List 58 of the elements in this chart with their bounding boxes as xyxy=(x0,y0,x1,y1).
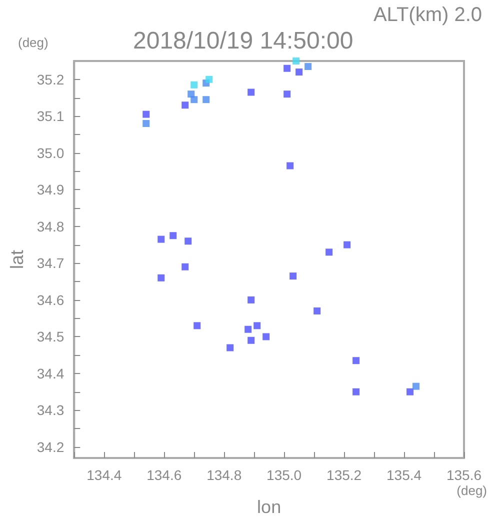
point xyxy=(284,90,291,98)
x-tick-label: 134.6 xyxy=(146,467,182,483)
point xyxy=(142,120,150,127)
text: (deg) xyxy=(18,35,48,50)
point xyxy=(184,238,192,245)
point xyxy=(190,96,198,104)
x-axis-title: lon xyxy=(257,497,282,517)
y-tick-label: 35.2 xyxy=(36,71,64,88)
point xyxy=(304,63,312,70)
point xyxy=(190,81,198,88)
point xyxy=(406,388,414,396)
y-tick-label: 34.8 xyxy=(36,218,64,234)
y-tick-label: 34.4 xyxy=(36,365,64,382)
y-tick-label: 34.2 xyxy=(36,438,64,455)
chart-title: 2018/10/19 14:50:00 xyxy=(133,28,354,54)
point xyxy=(314,307,321,314)
point xyxy=(326,248,333,256)
point xyxy=(158,274,165,282)
point xyxy=(290,272,297,280)
point xyxy=(292,58,300,64)
y-tick-label: 34.9 xyxy=(36,182,64,198)
point xyxy=(182,263,189,270)
point xyxy=(248,296,255,304)
point xyxy=(244,326,252,333)
point xyxy=(202,96,210,104)
y-tick-label: 35.1 xyxy=(36,108,64,124)
point xyxy=(262,333,270,340)
x-tick-label: 134.4 xyxy=(86,467,122,483)
point xyxy=(254,322,261,330)
y-tick-label: 34.5 xyxy=(36,328,64,345)
point xyxy=(352,357,360,364)
x-tick-label: 135.2 xyxy=(326,467,362,483)
point xyxy=(284,64,291,72)
point xyxy=(412,382,420,390)
x-tick-label: 135.6 xyxy=(446,467,482,483)
x-tick-label: 135.4 xyxy=(386,467,422,483)
y-axis-title: lat xyxy=(7,250,27,270)
y-tick-label: 35.0 xyxy=(36,144,64,161)
point xyxy=(226,344,234,352)
point xyxy=(344,241,351,248)
point xyxy=(286,162,294,170)
x-tick-label: 135.0 xyxy=(266,467,302,483)
point xyxy=(206,76,213,83)
point xyxy=(248,336,255,344)
point xyxy=(194,322,201,330)
point xyxy=(352,388,360,396)
point xyxy=(158,236,165,243)
y-tick-label: 34.3 xyxy=(36,402,64,418)
point xyxy=(142,110,150,118)
point xyxy=(182,102,189,109)
point xyxy=(296,68,303,76)
text: (deg) xyxy=(456,483,488,498)
point xyxy=(170,232,177,240)
y-tick-label: 34.7 xyxy=(36,255,64,272)
x-tick-label: 134.8 xyxy=(206,467,242,483)
chart-subtitle: ALT(km) 2.0 xyxy=(373,4,482,26)
point xyxy=(248,88,255,96)
y-tick-label: 34.6 xyxy=(36,292,64,308)
